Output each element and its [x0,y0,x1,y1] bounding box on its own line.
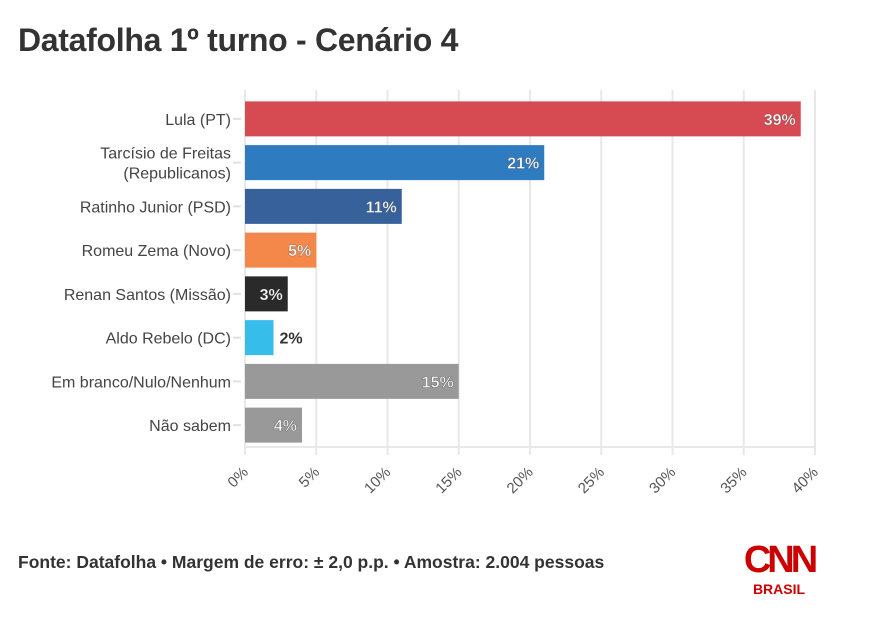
x-tick-label: 20% [504,464,537,497]
x-tick-label: 0% [224,464,251,491]
data-label: 5% [288,243,311,260]
data-label: 15% [422,374,454,391]
data-label: 2% [280,331,303,348]
x-tick-label: 40% [789,464,822,497]
x-tick-label: 10% [361,464,394,497]
x-tick-label: 35% [717,464,750,497]
category-label: Romeu Zema (Novo) [82,243,231,260]
category-labels: Lula (PT) Tarcísio de Freitas (Republicano… [51,112,231,435]
gridlines [233,90,816,455]
data-label: 21% [507,156,539,173]
bar [245,276,288,312]
source-note: Fonte: Datafolha • Margem de erro: ± 2,0… [18,552,605,572]
category-label: (Republicanos) [123,166,231,183]
chart-title: Datafolha 1º turno - Cenário 4 [18,22,459,58]
logo-brand: CNN [743,539,818,581]
category-label: Ratinho Junior (PSD) [80,199,231,216]
data-label: 4% [274,418,297,435]
bar [245,407,302,443]
category-label: Não sabem [149,418,231,435]
x-tick-label: 30% [646,464,679,497]
category-label: Lula (PT) [165,112,231,129]
category-label: Renan Santos (Missão) [64,287,231,304]
bar [245,232,317,268]
x-axis-ticks: 0% 5% 10% 15% 20% 25% 30% 35% 40% [224,464,821,497]
bar [245,320,274,356]
data-label: 3% [260,287,283,304]
x-tick-label: 15% [432,464,465,497]
x-tick-label: 25% [575,464,608,497]
bar [245,101,801,137]
bar [245,188,402,224]
category-label: Em branco/Nulo/Nenhum [51,374,231,391]
bar [245,145,545,181]
x-tick-label: 5% [296,464,323,491]
bar-chart: 39% 21% 11% 5% 3% 2% 15% 4% Lula (PT) Tarcísio d… [51,90,822,497]
cnn-brasil-logo: CNN BRASIL [738,540,820,598]
bar [245,363,459,399]
category-label: Aldo Rebelo (DC) [106,331,231,348]
data-label: 11% [366,199,397,216]
logo-sub: BRASIL [752,581,806,597]
bars: 39% 21% 11% 5% 3% 2% 15% 4% [245,101,801,443]
data-label: 39% [764,112,796,129]
category-label: Tarcísio de Freitas [100,146,231,163]
